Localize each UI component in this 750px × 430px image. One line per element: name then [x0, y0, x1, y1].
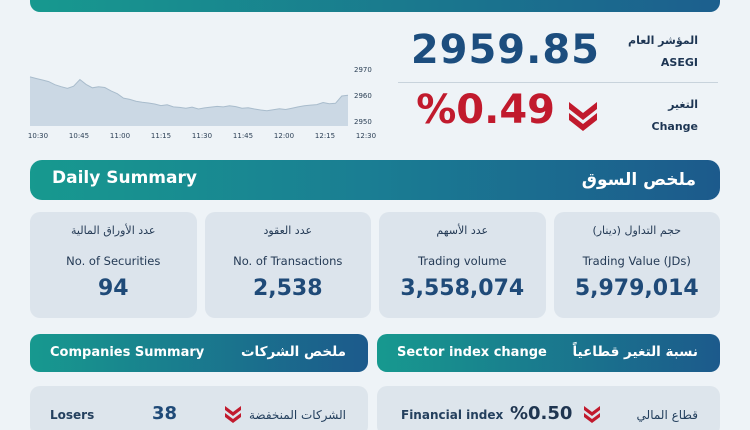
companies-summary-title-ar: ملخص الشركات: [240, 344, 346, 360]
chart-y-tick: 2970: [354, 66, 372, 74]
companies-summary-title-en: Companies Summary: [50, 345, 205, 360]
daily-summary-bar: Daily Summary ملخص السوق: [30, 160, 720, 200]
chart-x-tick: 11:45: [233, 132, 253, 140]
change-label-ar: التغير: [668, 98, 698, 111]
card-label-en: No. of Securities: [66, 254, 161, 268]
index-label: المؤشر العام ASEGI: [628, 33, 698, 71]
financial-index-label-en: Financial index: [401, 408, 504, 422]
card-value: 5,979,014: [574, 276, 699, 301]
card-label-en: Trading Value (JDs): [582, 254, 691, 268]
down-chevron-icon: [566, 98, 600, 136]
daily-summary-cards: عدد الأوراق المالية No. of Securities 94…: [30, 212, 720, 318]
card-label-ar: عدد العقود: [263, 224, 313, 237]
intraday-index-chart: 2970 2960 2950 10:30 10:45 11:00 11:15 11:30 11:…: [28, 58, 380, 144]
down-chevron-icon: [224, 404, 242, 427]
companies-summary-bar: Companies Summary ملخص الشركات: [30, 334, 368, 372]
card-label-ar: عدد الأسهم: [436, 224, 489, 237]
sector-change-title-ar: نسبة التغير قطاعياً: [572, 344, 698, 360]
chart-y-tick: 2950: [354, 118, 372, 126]
trading-value-card: حجم التداول (دينار) Trading Value (JDs) …: [553, 212, 720, 318]
top-header-bar: [30, 0, 720, 12]
index-label-ar: المؤشر العام: [628, 34, 698, 47]
intraday-chart-svg: 2970 2960 2950 10:30 10:45 11:00 11:15 11:30 11:…: [28, 66, 376, 140]
losers-row: Losers 38 الشركات المنخفضة: [30, 386, 368, 430]
chart-x-tick: 12:15: [315, 132, 335, 140]
financial-index-row: Financial index %0.50 قطاع المالي: [377, 386, 720, 430]
financial-index-value: %0.50: [510, 403, 573, 424]
change-label: التغير Change: [652, 97, 699, 135]
daily-summary-title-en: Daily Summary: [52, 168, 197, 188]
chart-x-tick: 10:30: [28, 132, 48, 140]
chart-x-tick: 12:30: [356, 132, 376, 140]
divider: [398, 82, 718, 83]
chart-line: [29, 76, 349, 112]
trading-volume-card: عدد الأسهم Trading volume 3,558,074: [379, 212, 546, 318]
card-label-en: Trading volume: [418, 254, 507, 268]
losers-label-en: Losers: [50, 408, 95, 422]
card-label-en: No. of Transactions: [233, 254, 343, 268]
index-value: 2959.85: [410, 27, 600, 73]
chart-x-tick: 11:15: [151, 132, 171, 140]
chart-x-tick: 11:00: [110, 132, 130, 140]
chart-y-tick: 2960: [354, 92, 372, 100]
sector-change-bar: Sector index change نسبة التغير قطاعياً: [377, 334, 720, 372]
chart-area: [30, 76, 348, 126]
change-value: %0.49: [416, 87, 555, 133]
card-value: 3,558,074: [400, 276, 525, 301]
financial-index-label-ar: قطاع المالي: [636, 408, 698, 422]
index-label-en: ASEGI: [660, 56, 698, 69]
down-chevron-icon: [583, 404, 601, 427]
losers-count: 38: [152, 403, 178, 424]
card-label-ar: حجم التداول (دينار): [592, 224, 682, 237]
sector-change-title-en: Sector index change: [397, 345, 547, 360]
card-value: 2,538: [252, 276, 323, 301]
chart-x-tick: 11:30: [192, 132, 212, 140]
card-value: 94: [97, 276, 129, 301]
transactions-card: عدد العقود No. of Transactions 2,538: [204, 212, 371, 318]
losers-label-ar: الشركات المنخفضة: [248, 408, 346, 422]
chart-x-tick: 12:00: [274, 132, 294, 140]
securities-card: عدد الأوراق المالية No. of Securities 94: [30, 212, 197, 318]
chart-x-tick: 10:45: [69, 132, 89, 140]
change-label-en: Change: [651, 120, 699, 133]
card-label-ar: عدد الأوراق المالية: [71, 224, 156, 237]
daily-summary-title-ar: ملخص السوق: [581, 170, 696, 190]
